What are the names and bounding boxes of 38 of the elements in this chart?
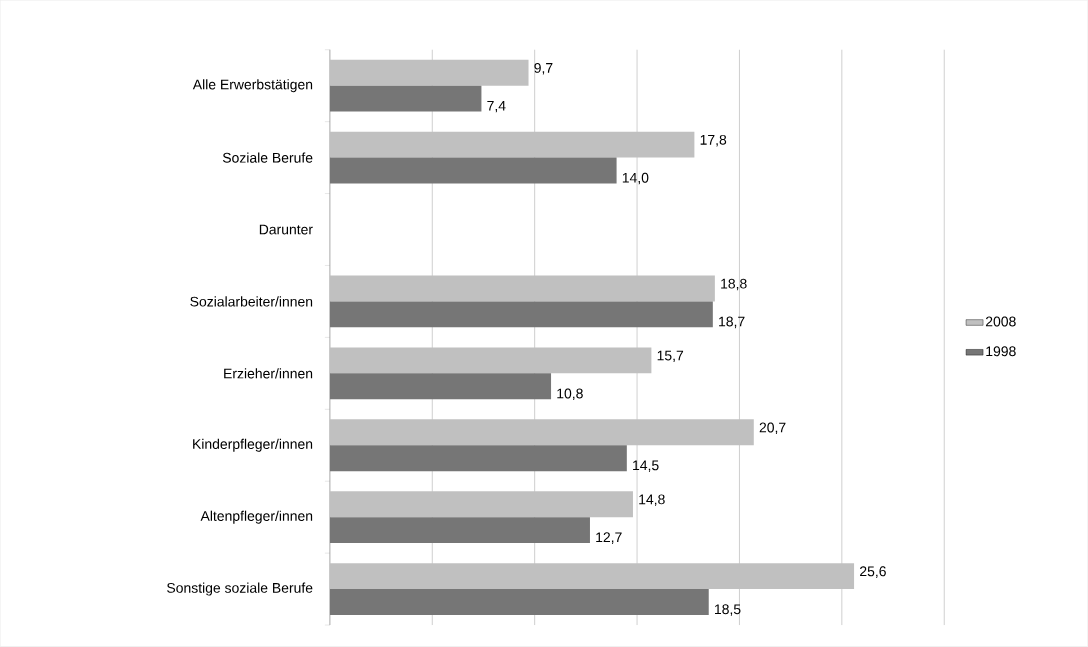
data-label: 12,7	[596, 532, 622, 545]
bar	[329, 491, 633, 518]
y-tick-label: Sonstige soziale Berufe	[167, 582, 313, 596]
y-tick-label: Erzieher/innen	[224, 368, 313, 379]
data-label: 14,5	[633, 460, 659, 473]
bar	[329, 445, 627, 472]
bar	[329, 59, 529, 86]
y-tick-label: Sozialarbeiter/innen	[190, 296, 313, 307]
y-tick-label: Soziale Berufe	[222, 152, 313, 163]
y-tick-label: Alle Erwerbstätigen	[192, 79, 313, 93]
data-label: 15,7	[657, 350, 684, 363]
bar	[329, 85, 482, 112]
data-label: 14,0	[622, 172, 649, 185]
bar	[329, 347, 652, 374]
data-label: 14,8	[639, 494, 665, 507]
bar	[329, 301, 713, 328]
bar	[329, 373, 552, 400]
data-label: 9,7	[534, 63, 553, 75]
data-label: 18,7	[719, 316, 745, 329]
y-tick-label: Darunter	[259, 224, 313, 235]
bar	[329, 517, 590, 544]
bar	[329, 157, 617, 184]
bar	[329, 419, 754, 446]
data-label: 18,5	[715, 604, 741, 616]
data-label: 25,6	[860, 566, 886, 579]
data-label: 10,8	[557, 388, 583, 401]
data-label: 20,7	[759, 422, 786, 435]
bar	[329, 275, 715, 302]
legend-label: 1998	[986, 346, 1016, 357]
bar	[329, 131, 695, 158]
data-label: 18,8	[721, 278, 747, 291]
data-label: 17,8	[700, 135, 727, 147]
y-tick-label: Kinderpfleger/innen	[193, 438, 313, 452]
bar	[329, 589, 709, 616]
legend-label: 2008	[985, 316, 1016, 327]
data-label: 7,4	[487, 101, 506, 113]
y-tick-label: Altenpfleger/innen	[200, 510, 313, 524]
bar	[329, 563, 855, 590]
